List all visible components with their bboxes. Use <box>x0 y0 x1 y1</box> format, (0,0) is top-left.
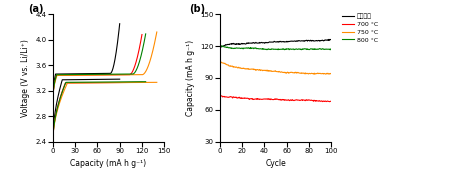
750 °C <box>238 67 244 69</box>
800 °C <box>323 48 328 50</box>
열처리전 <box>223 44 228 46</box>
700 °C <box>247 98 252 100</box>
750 °C <box>328 72 333 75</box>
800 °C <box>239 47 244 49</box>
700 °C <box>224 96 230 98</box>
Y-axis label: Voltage (V vs. Li/Li⁺): Voltage (V vs. Li/Li⁺) <box>21 39 30 117</box>
800 °C <box>247 48 253 50</box>
800 °C <box>327 49 332 51</box>
열처리전 <box>323 39 328 41</box>
열처리전 <box>247 42 253 44</box>
700 °C <box>326 101 331 103</box>
700 °C <box>218 95 223 97</box>
X-axis label: Capacity (mA h g⁻¹): Capacity (mA h g⁻¹) <box>70 159 146 168</box>
Y-axis label: Capacity (mA h g⁻¹): Capacity (mA h g⁻¹) <box>185 40 194 116</box>
Line: 700 °C: 700 °C <box>220 96 330 102</box>
열처리전 <box>328 39 333 41</box>
열처리전 <box>319 39 325 41</box>
700 °C <box>328 100 333 102</box>
800 °C <box>319 48 325 50</box>
750 °C <box>323 73 328 75</box>
X-axis label: Cycle: Cycle <box>264 159 285 168</box>
800 °C <box>218 45 224 47</box>
Text: (a): (a) <box>28 4 44 14</box>
Line: 750 °C: 750 °C <box>220 62 330 74</box>
800 °C <box>223 46 228 48</box>
750 °C <box>224 64 230 66</box>
750 °C <box>319 73 325 75</box>
700 °C <box>322 100 328 102</box>
열처리전 <box>218 45 223 48</box>
Text: (b): (b) <box>188 4 204 14</box>
Legend: 열처리전, 700 °C, 750 °C, 800 °C: 열처리전, 700 °C, 750 °C, 800 °C <box>339 11 380 45</box>
Line: 열처리전: 열처리전 <box>220 39 330 47</box>
750 °C <box>311 73 316 75</box>
700 °C <box>222 96 228 98</box>
Line: 800 °C: 800 °C <box>220 46 330 50</box>
750 °C <box>247 68 252 70</box>
800 °C <box>218 45 223 47</box>
열처리전 <box>239 42 244 44</box>
열처리전 <box>225 43 230 45</box>
800 °C <box>225 47 230 49</box>
750 °C <box>218 61 223 63</box>
750 °C <box>222 63 228 65</box>
700 °C <box>238 97 244 99</box>
700 °C <box>319 100 324 102</box>
800 °C <box>328 49 333 51</box>
열처리전 <box>325 38 331 40</box>
열처리전 <box>218 46 224 48</box>
